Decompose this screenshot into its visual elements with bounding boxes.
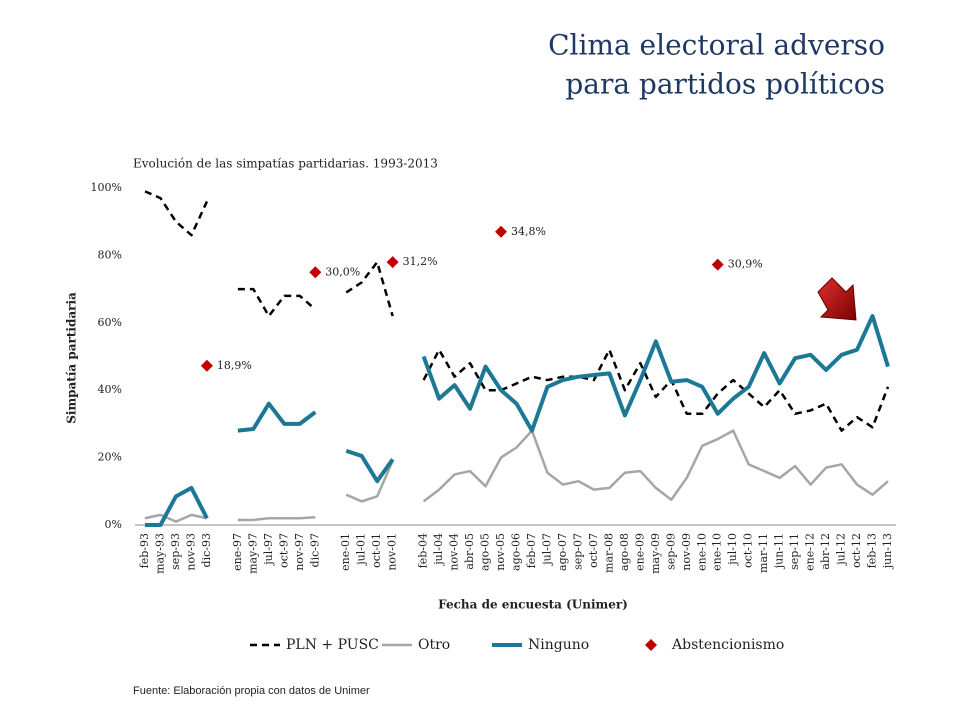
y-tick-label: 80% (98, 248, 122, 261)
x-tick-label: ago-06 (510, 533, 523, 571)
x-tick-label: may-09 (649, 533, 662, 574)
x-axis-label: Fecha de encuesta (Unimer) (438, 598, 628, 612)
x-tick-label: ene-12 (804, 533, 817, 571)
legend-label: PLN + PUSC (286, 637, 379, 653)
x-tick-label: sep-09 (664, 533, 677, 570)
x-tick-label: ago-07 (556, 533, 569, 571)
x-tick-label: oct-07 (587, 533, 600, 568)
x-tick-label: feb-93 (138, 533, 151, 568)
legend-label: Otro (418, 637, 450, 653)
x-tick-label: jul-01 (355, 533, 368, 567)
legend-swatch (645, 639, 657, 651)
x-tick-label: sep-07 (571, 533, 584, 570)
x-tick-label: jul-97 (262, 533, 275, 567)
x-tick-label: sep-93 (169, 533, 182, 570)
x-tick-label: oct-10 (742, 533, 755, 568)
x-tick-label: jul-10 (726, 533, 739, 567)
x-tick-label: feb-07 (525, 533, 538, 568)
x-tick-label: oct-12 (850, 533, 863, 568)
data-label: 34,8% (511, 225, 546, 238)
x-tick-label: nov-05 (494, 533, 507, 571)
subtitle: Evolución de las simpatías partidarias. … (133, 157, 438, 171)
x-tick-label: ene-97 (231, 533, 244, 571)
x-tick-label: sep-11 (788, 533, 801, 570)
x-tick-label: ago-05 (479, 533, 492, 571)
x-tick-label: nov-01 (386, 533, 399, 571)
x-tick-label: jul-07 (540, 533, 553, 567)
x-tick-label: nov-09 (680, 533, 693, 571)
x-tick-label: abr-12 (819, 533, 832, 570)
arrow (817, 277, 857, 321)
legend-label: Abstencionismo (671, 637, 784, 653)
diamond-marker (200, 359, 213, 372)
x-tick-label: mar-08 (602, 533, 615, 573)
data-label: 31,2% (403, 255, 438, 268)
x-tick-label: ago-08 (618, 533, 631, 571)
x-tick-label: dic-97 (308, 533, 321, 567)
x-tick-label: jul-04 (432, 533, 445, 567)
x-tick-label: abr-05 (463, 533, 476, 570)
x-tick-label: jul-12 (835, 533, 848, 567)
x-tick-label: may-93 (153, 533, 166, 574)
series-line (144, 429, 889, 523)
x-tick-label: ene-10 (711, 533, 724, 571)
diamond-marker (495, 225, 508, 238)
source: Fuente: Elaboración propia con datos de … (133, 685, 370, 697)
chart-title: Clima electoral adverso (548, 29, 885, 62)
x-tick-label: dic-93 (200, 533, 213, 567)
diamond-marker (309, 266, 322, 279)
x-tick-label: oct-97 (277, 533, 290, 568)
data-label: 30,9% (728, 258, 763, 271)
legend-label: Ninguno (528, 637, 589, 653)
y-tick-label: 40% (98, 383, 122, 396)
data-label: 18,9% (217, 359, 252, 372)
y-tick-label: 0% (105, 518, 122, 531)
x-tick-label: feb-13 (866, 533, 879, 568)
chart-title: para partidos políticos (565, 68, 885, 101)
x-tick-label: oct-01 (370, 533, 383, 568)
x-tick-label: nov-97 (293, 533, 306, 571)
x-tick-label: ene-10 (695, 533, 708, 571)
y-tick-label: 60% (98, 316, 122, 329)
diamond-marker (711, 258, 724, 271)
x-tick-label: ene-09 (633, 533, 646, 571)
x-tick-label: ene-01 (339, 533, 352, 571)
x-tick-label: jun-13 (881, 533, 894, 570)
y-axis-label: Simpatía partidaria (65, 292, 79, 424)
x-tick-label: jun-11 (773, 533, 786, 570)
x-tick-label: nov-04 (448, 533, 461, 571)
x-tick-label: feb-04 (417, 533, 430, 568)
y-tick-label: 20% (98, 451, 122, 464)
x-tick-label: may-97 (246, 533, 259, 574)
x-tick-label: mar-11 (757, 533, 770, 573)
diamond-marker (386, 256, 399, 269)
y-tick-label: 100% (91, 181, 122, 194)
x-tick-label: nov-93 (184, 533, 197, 571)
data-label: 30,0% (325, 265, 360, 278)
series-line (145, 314, 890, 527)
